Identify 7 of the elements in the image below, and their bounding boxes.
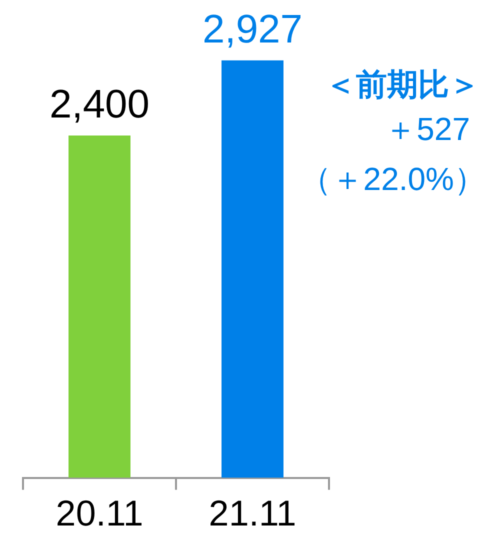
annotation: ＜前期比＞ (325, 67, 480, 102)
text: ＋527 (384, 111, 470, 147)
data-label: 2,927 (202, 7, 303, 52)
data-label: 2,400 (49, 82, 150, 127)
x-tick-label: 21.11 (208, 492, 296, 534)
x-tick-label: 20.11 (56, 492, 144, 534)
annotation: （＋22.0%） (299, 161, 486, 197)
